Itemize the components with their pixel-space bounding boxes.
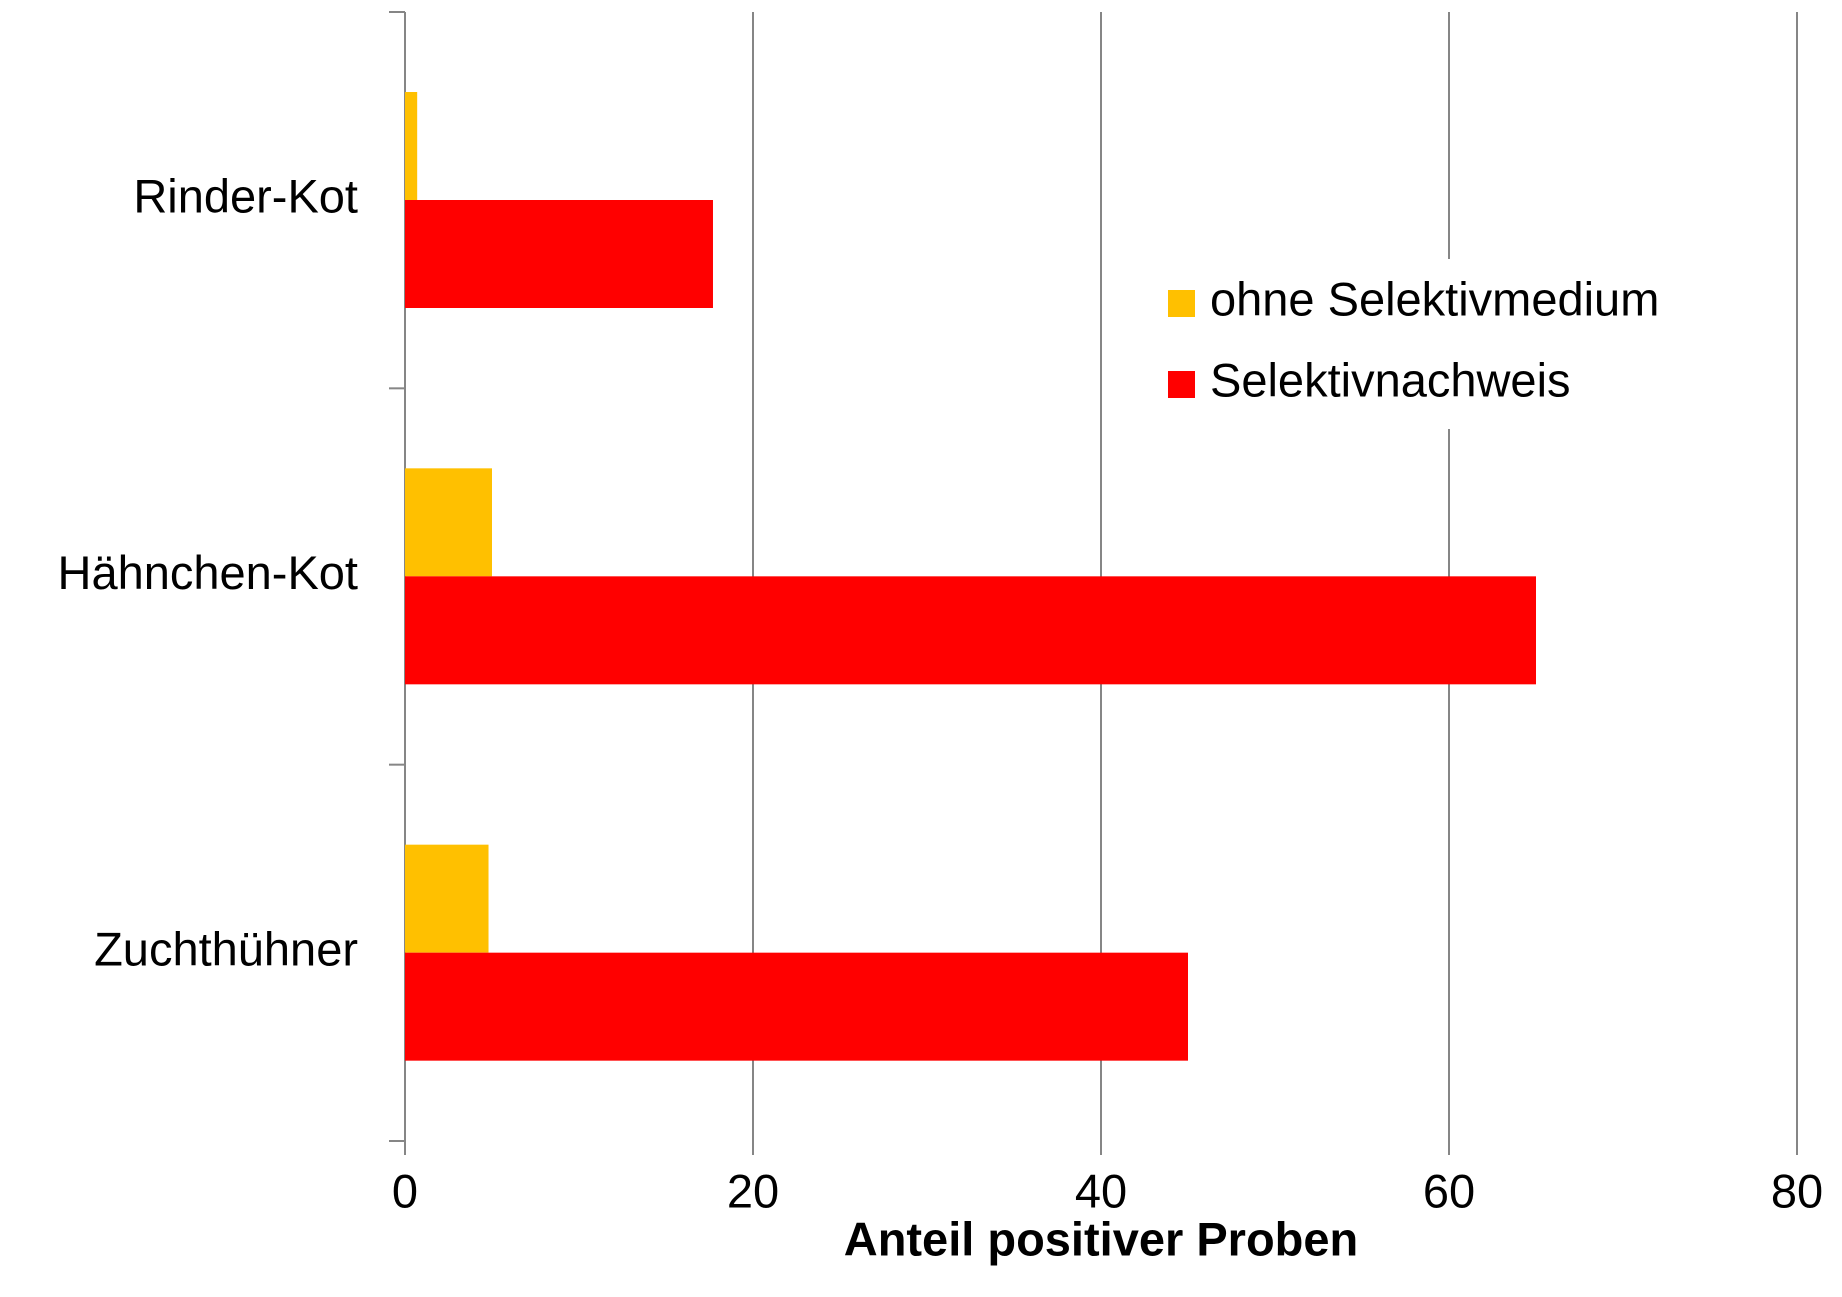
legend-swatch xyxy=(1168,290,1195,317)
x-tick-label: 80 xyxy=(1771,1164,1823,1217)
bar xyxy=(405,576,1536,685)
x-tick-label: 60 xyxy=(1423,1164,1475,1217)
x-tick-label: 0 xyxy=(392,1164,418,1217)
x-tick-label: 40 xyxy=(1075,1164,1127,1217)
x-axis-title: Anteil positiver Proben xyxy=(844,1212,1358,1265)
y-tick-label: Zuchthühner xyxy=(94,922,358,975)
y-tick-label: Hähnchen-Kot xyxy=(58,546,358,599)
legend-background xyxy=(1156,259,1736,429)
legend-swatch xyxy=(1168,371,1195,398)
y-tick-label: Rinder-Kot xyxy=(133,170,358,223)
bar xyxy=(405,952,1188,1061)
bar xyxy=(405,92,418,200)
bar xyxy=(405,468,492,577)
bar xyxy=(405,200,713,308)
legend-label: Selektivnachweis xyxy=(1210,353,1571,406)
legend-label: ohne Selektivmedium xyxy=(1210,272,1659,325)
x-tick-label: 20 xyxy=(727,1164,779,1217)
bar xyxy=(405,844,489,953)
